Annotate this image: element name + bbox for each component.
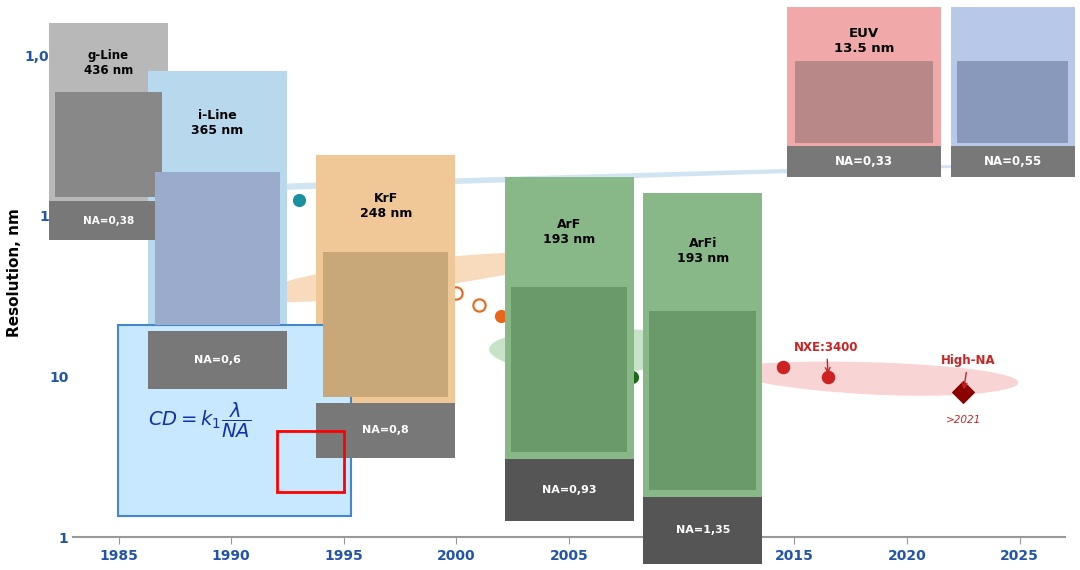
Text: NXE:3400: NXE:3400 [795,341,859,372]
FancyBboxPatch shape [55,92,162,197]
Text: >2021: >2021 [946,414,981,425]
FancyBboxPatch shape [787,7,941,177]
Ellipse shape [489,328,694,375]
Point [579,349,596,358]
Y-axis label: Resolution, nm: Resolution, nm [6,207,22,336]
Point [534,327,551,336]
Text: ArF
193 nm: ArF 193 nm [543,218,595,246]
FancyBboxPatch shape [644,193,762,564]
Text: NXT:1950i: NXT:1950i [648,341,716,388]
Text: High-NA: High-NA [941,354,996,388]
Point [955,388,972,397]
FancyBboxPatch shape [795,61,933,142]
Text: ArFi
193 nm: ArFi 193 nm [677,237,729,265]
Text: NA=0,6: NA=0,6 [193,355,241,365]
Text: EUV
13.5 nm: EUV 13.5 nm [834,27,894,55]
Text: NA=0,55: NA=0,55 [984,155,1042,168]
Point [646,384,663,393]
FancyBboxPatch shape [504,177,634,522]
Point [391,260,408,269]
Text: NA=0,93: NA=0,93 [542,485,596,495]
Ellipse shape [728,361,1018,396]
Text: $CD = k_1 \dfrac{\lambda}{NA}$: $CD = k_1 \dfrac{\lambda}{NA}$ [148,401,251,440]
Point [470,300,487,310]
Point [729,351,746,360]
FancyBboxPatch shape [154,172,280,325]
FancyBboxPatch shape [957,61,1068,142]
FancyBboxPatch shape [49,201,167,241]
FancyBboxPatch shape [316,156,455,458]
Point [144,64,161,74]
FancyBboxPatch shape [950,7,1075,177]
FancyBboxPatch shape [118,325,351,516]
Ellipse shape [0,162,1080,227]
Text: XT:1400: XT:1400 [546,312,600,336]
Text: KrF
248 nm: KrF 248 nm [360,192,411,219]
Point [291,196,308,205]
Text: NA=0,33: NA=0,33 [835,155,893,168]
Point [448,289,465,298]
Point [264,177,281,186]
Point [820,372,837,381]
Point [318,219,335,228]
Point [511,317,528,326]
Point [421,275,438,284]
Text: i-Line
365 nm: i-Line 365 nm [191,109,243,137]
Text: NA=1,35: NA=1,35 [676,526,730,535]
Point [492,311,510,320]
Text: NA=0,38: NA=0,38 [82,215,134,226]
Point [600,359,618,368]
FancyBboxPatch shape [649,311,756,490]
FancyBboxPatch shape [148,71,286,389]
FancyBboxPatch shape [148,332,286,389]
FancyBboxPatch shape [787,146,941,177]
FancyBboxPatch shape [49,23,167,241]
Point [233,150,251,160]
Point [369,247,387,256]
Point [774,363,792,372]
FancyBboxPatch shape [511,287,627,453]
FancyBboxPatch shape [323,252,448,397]
FancyBboxPatch shape [644,497,762,564]
Point [669,392,686,401]
Point [200,118,217,127]
FancyBboxPatch shape [950,146,1075,177]
Text: g-Line
436 nm: g-Line 436 nm [83,49,133,77]
FancyBboxPatch shape [316,404,455,458]
Point [623,372,640,381]
FancyBboxPatch shape [504,459,634,522]
Ellipse shape [258,251,586,302]
Text: NA=0,8: NA=0,8 [362,425,409,435]
Point [339,231,356,241]
Point [556,339,573,348]
